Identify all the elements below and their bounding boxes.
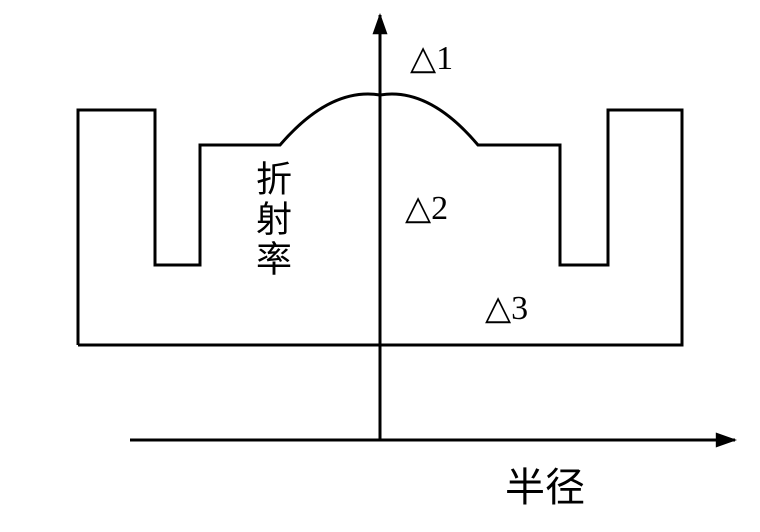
- x-axis-label: 半径: [505, 455, 585, 513]
- delta-1-label: △1: [410, 38, 453, 78]
- delta-2-label: △2: [405, 188, 448, 228]
- diagram-container: 折射率 半径 △1 △2 △3: [0, 0, 760, 527]
- y-axis-label: 折射率: [245, 160, 297, 280]
- delta-3-label: △3: [485, 288, 528, 328]
- profile-svg: [0, 0, 760, 527]
